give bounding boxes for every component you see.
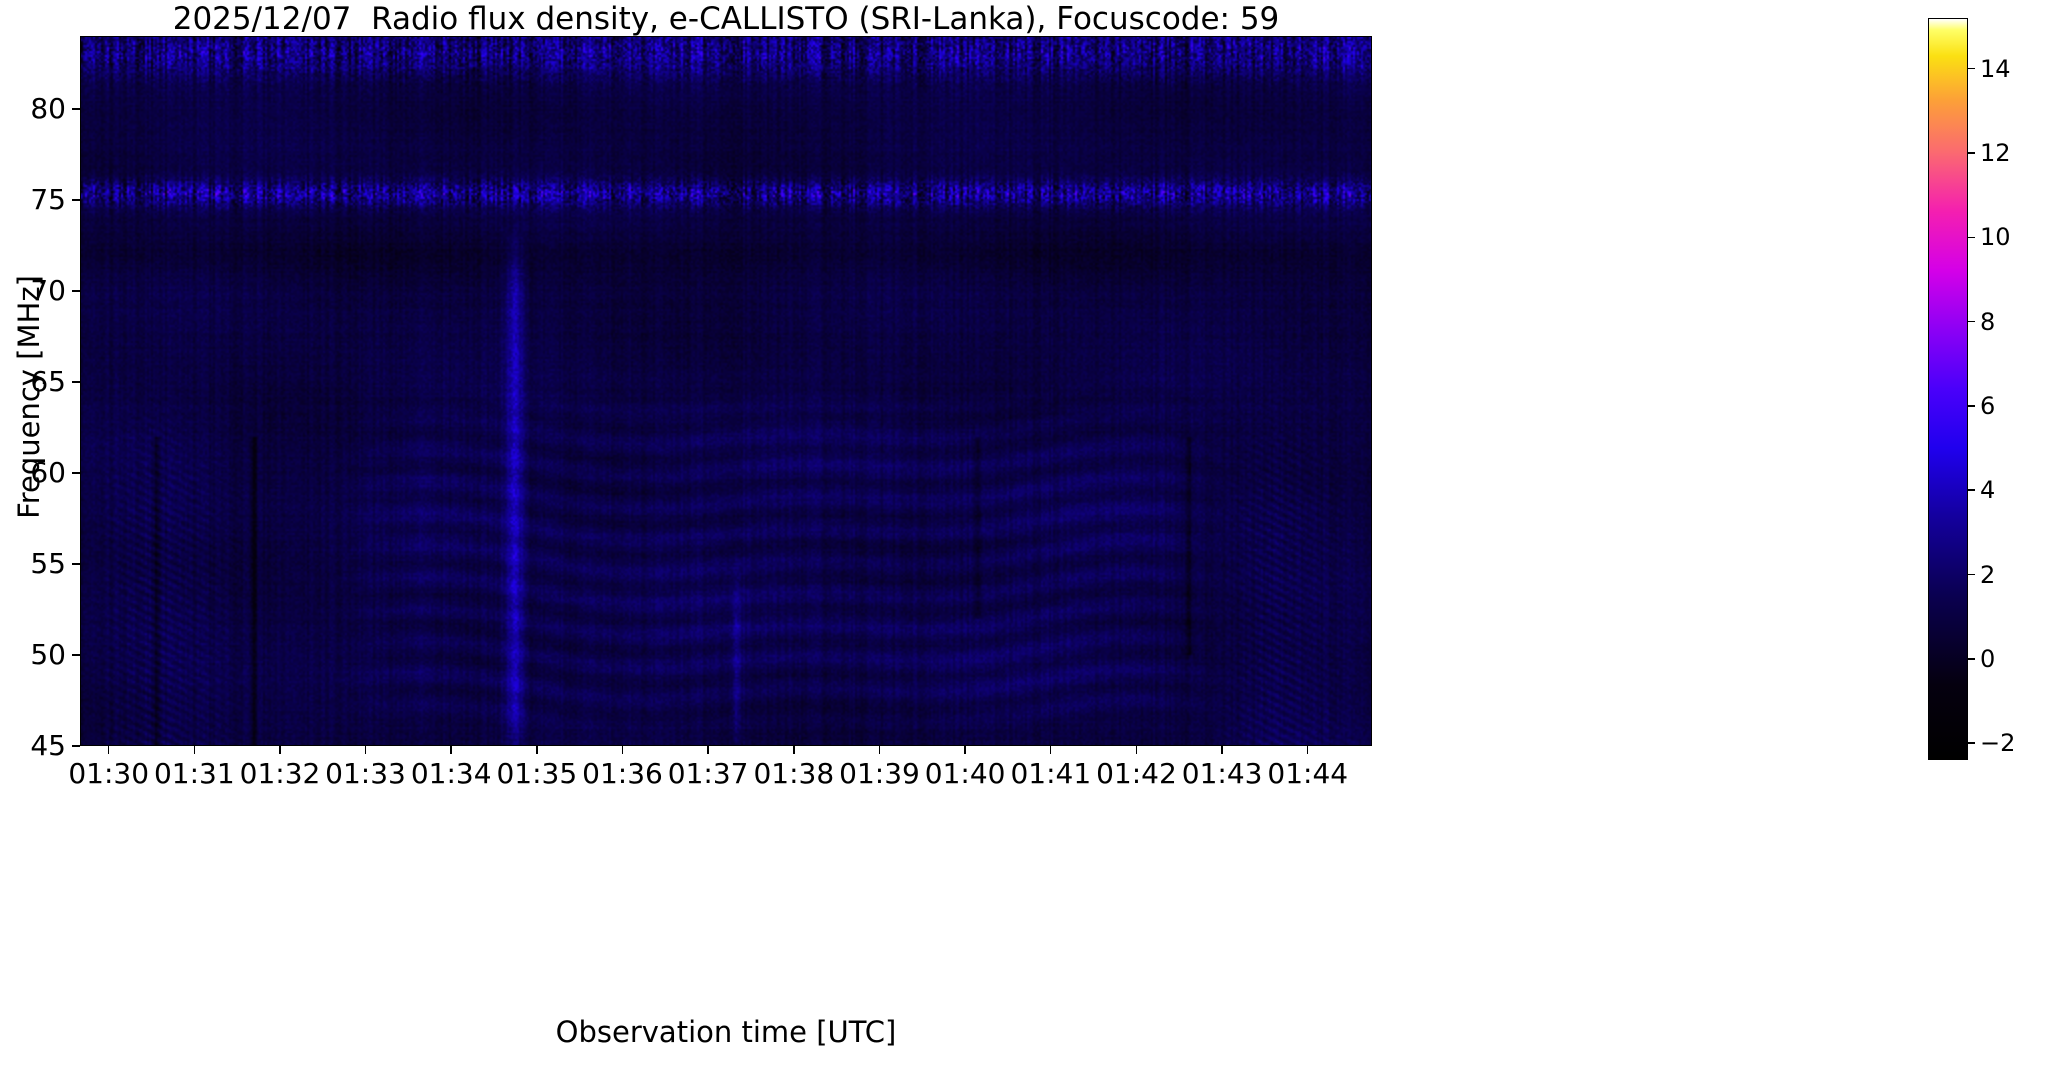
colorbar-tick-mark: [1968, 742, 1975, 744]
colorbar-tick-mark: [1968, 658, 1975, 660]
x-tick-label: 01:41: [1010, 757, 1092, 790]
x-tick-mark: [1307, 746, 1309, 754]
colorbar-tick-mark: [1968, 320, 1975, 323]
y-tick-label: 50: [30, 637, 66, 671]
x-tick-label: 01:31: [153, 757, 235, 790]
colorbar-tick-label: 0: [1980, 644, 1996, 673]
x-tick-label: 01:42: [1096, 757, 1177, 790]
x-tick-mark: [364, 746, 367, 754]
x-tick-mark: [964, 746, 966, 754]
colorbar[interactable]: [1928, 18, 1968, 760]
colorbar-tick-label: 8: [1980, 307, 1996, 336]
colorbar-tick-label: 2: [1980, 560, 1996, 589]
colorbar-tick-mark: [1968, 152, 1975, 154]
x-tick-label: 01:44: [1267, 757, 1349, 790]
x-tick-mark: [707, 746, 709, 754]
colorbar-tick-mark: [1968, 67, 1975, 70]
colorbar-tick-label: −2: [1980, 729, 2016, 758]
y-tick-mark: [72, 108, 80, 110]
colorbar-tick-label: 10: [1980, 223, 2011, 252]
x-tick-label: 01:37: [667, 757, 749, 790]
x-tick-mark: [279, 746, 281, 754]
y-tick-mark: [72, 199, 80, 201]
x-tick-label: 01:33: [325, 757, 406, 790]
y-tick-label: 80: [30, 91, 66, 125]
x-tick-mark: [107, 746, 110, 754]
x-tick-mark: [878, 746, 881, 754]
x-tick-label: 01:38: [753, 757, 835, 790]
x-tick-mark: [193, 746, 196, 754]
y-tick-mark: [72, 745, 80, 747]
x-tick-label: 01:43: [1181, 757, 1263, 790]
y-tick-mark: [72, 472, 80, 474]
colorbar-tick-label: 4: [1980, 476, 1996, 505]
colorbar-tick-label: 12: [1980, 138, 2011, 167]
x-tick-mark: [1221, 746, 1223, 754]
x-axis-label: Observation time [UTC]: [555, 1015, 897, 1049]
x-tick-label: 01:30: [68, 757, 150, 790]
x-tick-mark: [793, 746, 795, 754]
y-tick-mark: [72, 654, 80, 656]
colorbar-tick-mark: [1968, 489, 1975, 491]
y-axis-label: Frequency [MHz]: [12, 275, 46, 519]
colorbar-gradient: [1929, 19, 1967, 759]
x-tick-mark: [536, 746, 538, 754]
colorbar-tick-mark: [1968, 573, 1975, 576]
colorbar-tick-label: 6: [1980, 391, 1996, 420]
colorbar-tick-mark: [1968, 236, 1975, 238]
spectrogram-image[interactable]: [81, 37, 1371, 745]
x-tick-label: 01:32: [239, 757, 321, 790]
x-tick-mark: [450, 746, 452, 754]
y-tick-label: 75: [30, 182, 66, 216]
colorbar-tick-mark: [1968, 405, 1975, 407]
colorbar-tick-label: 14: [1980, 54, 2011, 83]
page-title: 2025/12/07 Radio flux density, e-CALLIST…: [172, 1, 1280, 37]
x-tick-mark: [1050, 746, 1052, 754]
x-tick-label: 01:39: [839, 757, 920, 790]
x-tick-label: 01:34: [410, 757, 492, 790]
x-tick-mark: [1135, 746, 1138, 754]
x-tick-mark: [621, 746, 624, 754]
y-tick-mark: [72, 381, 80, 383]
x-tick-label: 01:40: [924, 757, 1006, 790]
spectrogram-axes[interactable]: [80, 36, 1372, 746]
x-tick-label: 01:35: [496, 757, 578, 790]
y-tick-label: 45: [30, 729, 66, 762]
y-tick-mark: [72, 290, 80, 292]
x-tick-label: 01:36: [582, 757, 663, 790]
y-tick-mark: [72, 563, 80, 565]
